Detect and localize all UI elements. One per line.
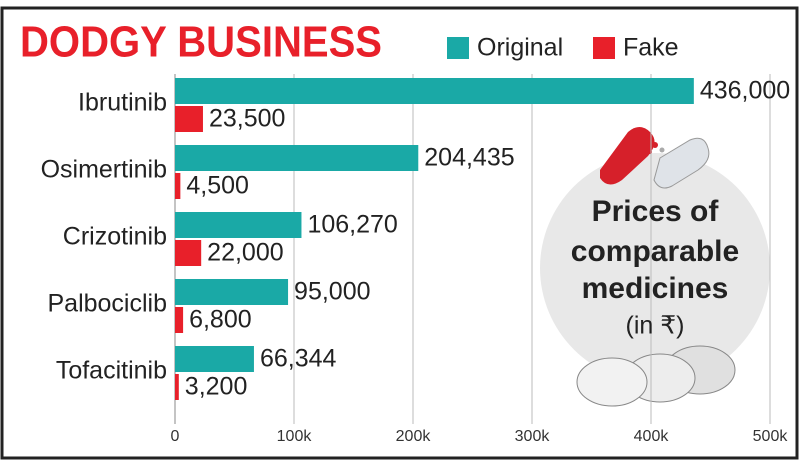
annotation: (in ₹) (626, 312, 685, 340)
value-label: 6,800 (189, 306, 252, 334)
x-tick-label: 300k (515, 428, 551, 445)
value-label: 3,200 (185, 373, 248, 401)
value-label: 204,435 (424, 144, 514, 172)
annotation: Prices of (592, 195, 720, 228)
legend-label: Fake (623, 34, 679, 62)
value-label: 23,500 (209, 105, 285, 133)
bar (175, 374, 179, 400)
y-tick-label: Ibrutinib (78, 89, 167, 117)
bar (175, 307, 184, 333)
bar (175, 173, 181, 199)
x-tick-label: 100k (277, 428, 313, 445)
chart-title: DODGY BUSINESS (20, 18, 382, 67)
value-label: 22,000 (207, 239, 283, 267)
x-tick-label: 400k (634, 428, 670, 445)
legend-swatch (447, 37, 469, 59)
x-tick-label: 200k (396, 428, 432, 445)
bar (175, 78, 694, 104)
bar (175, 240, 202, 266)
y-tick-label: Palbociclib (47, 290, 167, 318)
bar (175, 106, 203, 132)
y-tick-label: Crizotinib (63, 223, 167, 251)
y-tick-label: Tofacitinib (56, 357, 167, 385)
value-label: 106,270 (307, 211, 397, 239)
bar (175, 212, 302, 238)
legend-label: Original (477, 34, 563, 62)
bar (175, 279, 289, 305)
value-label: 66,344 (260, 345, 337, 373)
value-label: 95,000 (294, 278, 370, 306)
annotation: comparable (571, 235, 739, 268)
capsule-icon (600, 127, 710, 189)
value-label: 4,500 (186, 172, 249, 200)
tablets-icon (576, 345, 736, 407)
value-label: 436,000 (700, 77, 790, 105)
bar (175, 145, 419, 171)
bar (175, 346, 254, 372)
annotation-circle (540, 153, 770, 383)
annotation: medicines (582, 272, 729, 305)
x-tick-label: 500k (753, 428, 789, 445)
legend-swatch (593, 37, 615, 59)
x-tick-label: 0 (171, 428, 180, 445)
y-tick-label: Osimertinib (41, 156, 167, 184)
